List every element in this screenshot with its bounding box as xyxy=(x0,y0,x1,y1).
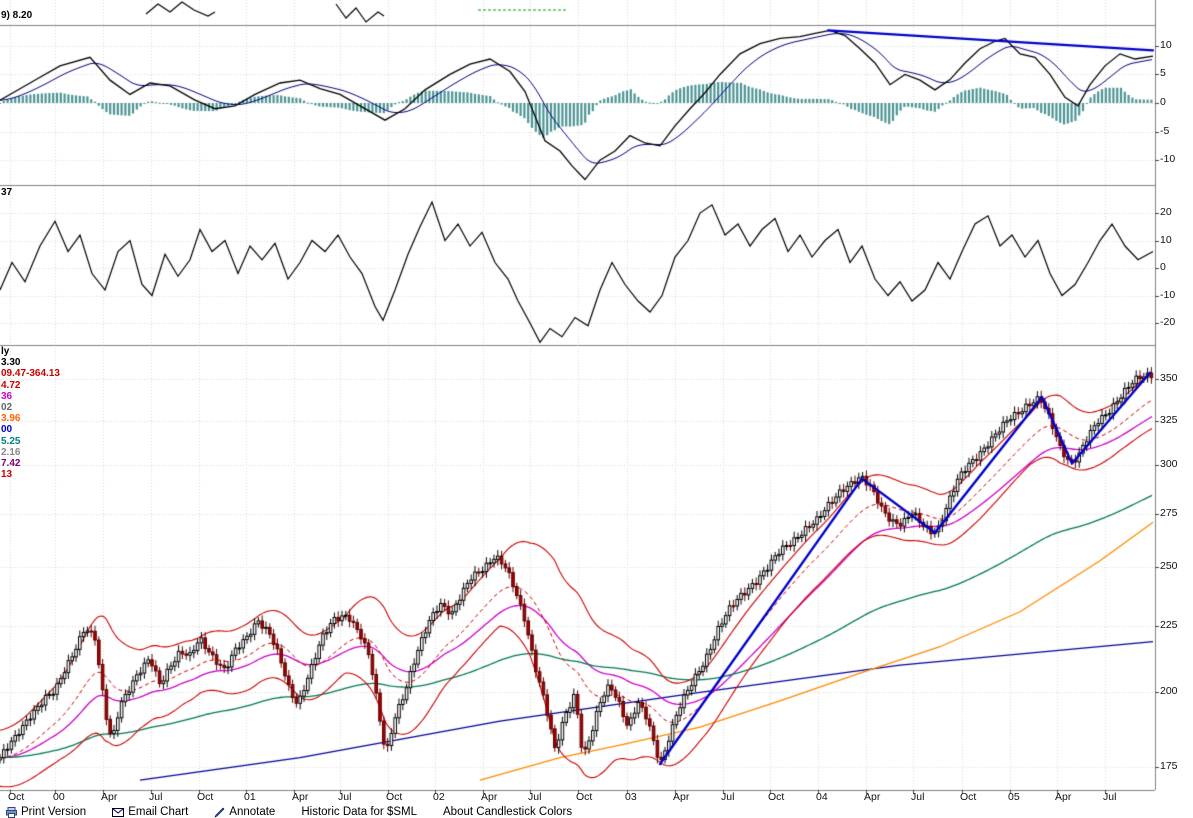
y-tick-label: 10 xyxy=(1160,233,1172,246)
y-tick-label: 325 xyxy=(1160,413,1178,426)
x-tick-label: Apr xyxy=(101,791,118,803)
x-tick-label: Oct xyxy=(768,791,785,803)
legend-row: 2.16 xyxy=(1,446,21,458)
x-tick-label: Jul xyxy=(528,791,542,803)
y-tick-label: 175 xyxy=(1160,760,1178,773)
y-tick-label: 0 xyxy=(1160,261,1166,274)
x-tick-label: 01 xyxy=(244,791,256,803)
x-tick-label: 02 xyxy=(433,791,445,803)
print-version-label: Print Version xyxy=(21,806,87,818)
y-tick-label: 250 xyxy=(1160,560,1178,573)
x-tick-label: Jul xyxy=(721,791,735,803)
macd-value-label: 9) 8.20 xyxy=(1,10,33,21)
annotate-link[interactable]: Annotate xyxy=(214,806,275,818)
printer-icon xyxy=(6,806,17,818)
x-tick-label: Apr xyxy=(292,791,309,803)
x-tick-label: Oct xyxy=(576,791,593,803)
x-tick-label: Apr xyxy=(481,791,498,803)
annotate-label: Annotate xyxy=(229,806,276,818)
x-tick-label: Apr xyxy=(673,791,690,803)
x-tick-label: Apr xyxy=(864,791,881,803)
y-tick-label: 225 xyxy=(1160,619,1178,632)
y-tick-label: -20 xyxy=(1160,316,1176,328)
email-chart-link[interactable]: Email Chart xyxy=(112,806,188,818)
x-tick-label: Jul xyxy=(338,791,352,803)
historic-data-label: Historic Data for $SML xyxy=(301,806,418,818)
y-tick-label: 200 xyxy=(1160,685,1178,698)
legend-row: 02 xyxy=(1,402,13,413)
x-tick-label: Oct xyxy=(197,791,214,803)
legend-row: 36 xyxy=(1,390,13,402)
legend-row: 3.30 xyxy=(1,357,21,369)
candlestick-colors-label: About Candlestick Colors xyxy=(443,806,573,818)
legend-row: 5.25 xyxy=(1,435,21,447)
y-tick-label: 0 xyxy=(1160,96,1166,108)
legend-row: 09.47-364.13 xyxy=(1,368,60,380)
x-tick-label: Jul xyxy=(1103,791,1117,803)
x-tick-label: Jul xyxy=(149,791,163,803)
print-version-link[interactable]: Print Version xyxy=(6,806,86,818)
oscillator-value-label: 37 xyxy=(1,187,13,198)
x-tick-label: 05 xyxy=(1008,791,1020,803)
legend-row: ly xyxy=(1,346,10,357)
y-tick-label: 300 xyxy=(1160,458,1178,471)
legend-row: 13 xyxy=(1,469,13,481)
y-tick-label: 5 xyxy=(1160,67,1166,80)
legend-row: 3.96 xyxy=(1,413,21,425)
pencil-icon xyxy=(214,807,225,818)
y-tick-label: 275 xyxy=(1160,507,1178,520)
x-tick-label: 04 xyxy=(816,791,828,803)
legend-row: 4.72 xyxy=(1,379,21,391)
x-tick-label: Oct xyxy=(386,791,403,803)
y-tick-label: 350 xyxy=(1160,372,1178,385)
x-tick-label: 00 xyxy=(53,791,65,803)
legend-row: 00 xyxy=(1,424,13,436)
y-tick-label: -10 xyxy=(1160,153,1176,166)
x-tick-label: Apr xyxy=(1055,791,1072,803)
email-chart-label: Email Chart xyxy=(128,806,189,818)
chart-toolbar: Print Version Email Chart Annotate Histo… xyxy=(0,804,1193,818)
x-tick-label: Oct xyxy=(960,791,977,803)
y-tick-label: 20 xyxy=(1160,206,1172,219)
y-tick-label: -5 xyxy=(1160,124,1170,137)
x-tick-label: Oct xyxy=(8,791,25,803)
y-tick-label: 10 xyxy=(1160,38,1172,51)
envelope-icon xyxy=(112,807,125,817)
y-tick-label: -10 xyxy=(1160,288,1176,301)
legend-row: 7.42 xyxy=(1,458,21,469)
x-tick-label: 03 xyxy=(625,791,637,803)
x-tick-label: Jul xyxy=(911,791,925,803)
candlestick-colors-link[interactable]: About Candlestick Colors xyxy=(443,806,572,818)
historic-data-link[interactable]: Historic Data for $SML xyxy=(301,806,417,818)
